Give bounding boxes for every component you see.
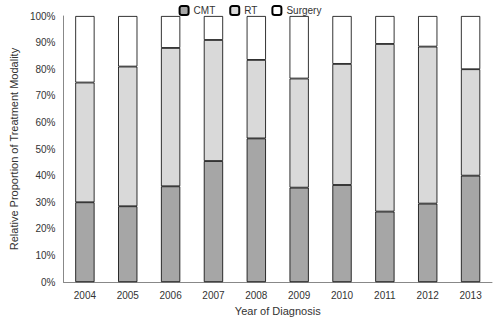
svg-text:50%: 50% <box>35 144 55 155</box>
svg-text:0%: 0% <box>41 277 56 288</box>
svg-text:60%: 60% <box>35 117 55 128</box>
svg-text:CMT: CMT <box>194 5 216 16</box>
svg-text:Surgery: Surgery <box>286 5 321 16</box>
svg-text:2007: 2007 <box>202 290 225 301</box>
svg-text:30%: 30% <box>35 197 55 208</box>
svg-text:100%: 100% <box>30 11 56 22</box>
svg-text:10%: 10% <box>35 250 55 261</box>
svg-text:2005: 2005 <box>117 290 140 301</box>
svg-text:RT: RT <box>244 5 257 16</box>
svg-text:2006: 2006 <box>159 290 182 301</box>
svg-text:2008: 2008 <box>245 290 268 301</box>
svg-text:40%: 40% <box>35 170 55 181</box>
svg-text:Year of Diagnosis: Year of Diagnosis <box>235 305 321 317</box>
svg-text:90%: 90% <box>35 37 55 48</box>
svg-text:2010: 2010 <box>331 290 354 301</box>
svg-text:2013: 2013 <box>459 290 482 301</box>
svg-text:2009: 2009 <box>288 290 311 301</box>
svg-text:2004: 2004 <box>74 290 97 301</box>
svg-text:2011: 2011 <box>374 290 396 301</box>
svg-text:70%: 70% <box>35 90 55 101</box>
svg-text:80%: 80% <box>35 64 55 75</box>
svg-text:Relative Proportion of Treatme: Relative Proportion of Treatment Modalit… <box>8 47 20 250</box>
svg-text:2012: 2012 <box>417 290 440 301</box>
svg-text:20%: 20% <box>35 223 55 234</box>
